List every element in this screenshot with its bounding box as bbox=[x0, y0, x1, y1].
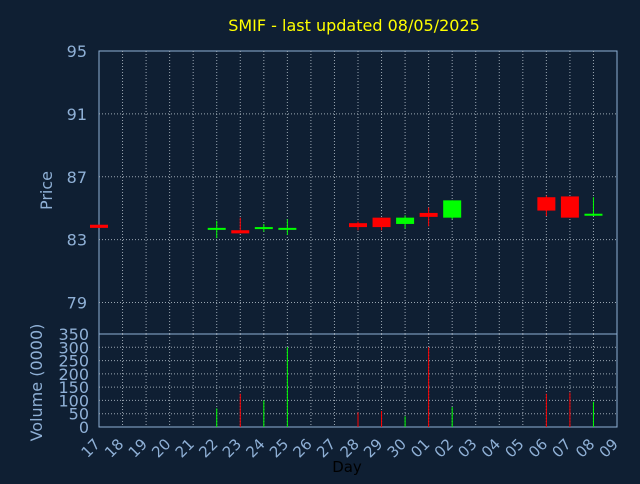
x-tick-label: 07 bbox=[549, 435, 575, 461]
x-tick-label: 26 bbox=[290, 435, 316, 461]
x-tick-label: 24 bbox=[242, 435, 268, 461]
x-tick-label: 19 bbox=[125, 435, 151, 461]
candle bbox=[372, 217, 391, 231]
candle-body bbox=[90, 224, 108, 228]
candle bbox=[231, 217, 250, 234]
price-tick-label: 91 bbox=[67, 105, 87, 124]
x-tick-label: 08 bbox=[572, 435, 598, 461]
x-tick-label: 23 bbox=[219, 435, 245, 461]
x-tick-label: 18 bbox=[101, 435, 127, 461]
candle bbox=[537, 195, 556, 217]
candle bbox=[90, 224, 108, 228]
price-tick-label: 83 bbox=[67, 231, 87, 250]
candle-body bbox=[537, 197, 556, 211]
volume-tick-label: 100 bbox=[58, 391, 89, 410]
candle-body bbox=[278, 227, 297, 230]
x-tick-label: 30 bbox=[384, 435, 410, 461]
candle bbox=[584, 197, 603, 217]
volume-tick-label: 0 bbox=[79, 418, 89, 437]
price-tick-label: 79 bbox=[67, 294, 87, 313]
volume-axis-label: Volume (0000) bbox=[27, 324, 46, 442]
x-tick-label: 22 bbox=[195, 435, 221, 461]
volume-tick-label: 200 bbox=[58, 365, 89, 384]
price-axis-label: Price bbox=[37, 171, 56, 210]
price-tick-label: 87 bbox=[67, 168, 87, 187]
x-tick-label: 06 bbox=[525, 435, 551, 461]
candle-body bbox=[443, 200, 462, 218]
candle-body bbox=[584, 213, 603, 216]
volume-tick-label: 250 bbox=[58, 352, 89, 371]
x-tick-label: 20 bbox=[148, 435, 174, 461]
volume-tick-label: 150 bbox=[58, 378, 89, 397]
x-tick-label: 21 bbox=[172, 435, 198, 461]
candle bbox=[419, 207, 438, 227]
x-tick-label: 25 bbox=[266, 435, 292, 461]
x-tick-label: 09 bbox=[596, 435, 622, 461]
x-tick-label: 02 bbox=[431, 435, 457, 461]
candle bbox=[560, 196, 579, 218]
candle-body bbox=[231, 230, 250, 234]
volume-tick-label: 300 bbox=[58, 338, 89, 357]
candle bbox=[443, 200, 462, 220]
chart-title: SMIF - last updated 08/05/2025 bbox=[228, 16, 480, 35]
volume-tick-label: 350 bbox=[58, 325, 89, 344]
candle-body bbox=[207, 227, 226, 230]
candle bbox=[396, 215, 415, 229]
candle bbox=[278, 219, 297, 235]
price-tick-label: 95 bbox=[67, 42, 87, 61]
candle bbox=[349, 221, 367, 231]
candle-body bbox=[372, 217, 391, 228]
candle-body bbox=[419, 212, 438, 217]
x-axis-label: Day bbox=[332, 458, 362, 476]
candle-body bbox=[254, 227, 273, 230]
candle-body bbox=[349, 223, 367, 228]
volume-tick-label: 50 bbox=[69, 405, 89, 424]
x-tick-label: 17 bbox=[78, 435, 104, 461]
x-tick-label: 04 bbox=[478, 435, 504, 461]
candle-body bbox=[560, 196, 579, 218]
candle-body bbox=[396, 217, 415, 224]
x-tick-label: 29 bbox=[360, 435, 386, 461]
x-tick-label: 01 bbox=[407, 435, 433, 461]
candle bbox=[254, 223, 273, 232]
x-tick-label: 03 bbox=[454, 435, 480, 461]
candle bbox=[207, 220, 226, 239]
x-tick-label: 05 bbox=[501, 435, 527, 461]
